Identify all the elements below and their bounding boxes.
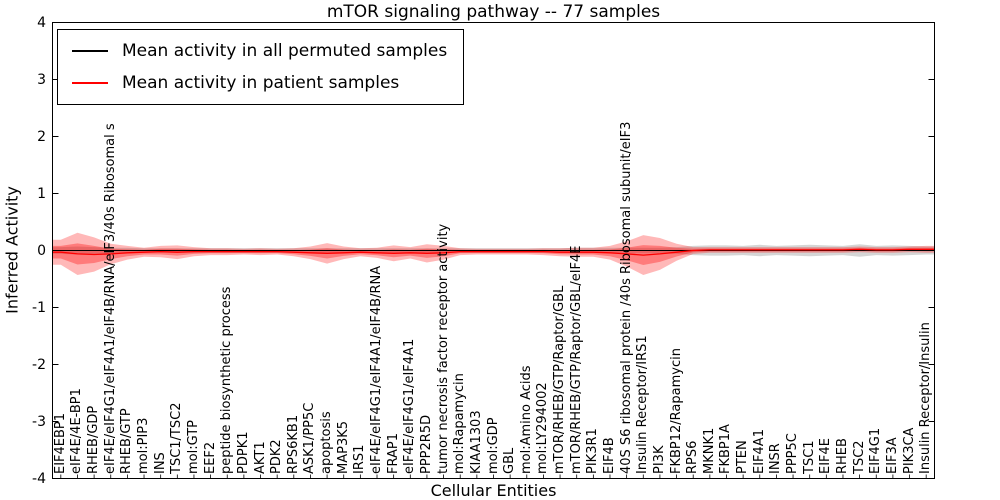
- y-tick-label: -3: [32, 413, 46, 430]
- x-tick-label: GBL: [502, 447, 518, 474]
- x-tick-label: TSC1/TSC2: [169, 402, 185, 474]
- x-tick-label: FKBP1A: [718, 424, 734, 474]
- patient-line-swatch: [72, 82, 108, 84]
- x-axis-label: Cellular Entities: [430, 481, 557, 500]
- x-tick-label: EIF4EBP1: [52, 412, 68, 474]
- x-tick-label: PIK3CA: [901, 427, 917, 474]
- x-tick-label: EIF4B: [601, 437, 617, 474]
- y-tick-label: 3: [37, 71, 46, 88]
- x-tick-label: FRAP1: [385, 433, 401, 474]
- legend-label-patient: Mean activity in patient samples: [122, 73, 400, 93]
- x-tick-label: EIF3A: [884, 437, 900, 474]
- x-tick-label: mol:PIP3: [136, 417, 152, 474]
- x-tick-label: PI3K: [651, 445, 667, 474]
- x-tick-label: PIK3R1: [585, 428, 601, 474]
- x-tick-label: mTOR/RHEB/GTP/Raptor/GBL: [552, 285, 568, 474]
- x-tick-label: EIF4E: [818, 437, 834, 474]
- x-tick-label: 40S S6 ribosomal protein /40s Ribosomal …: [618, 121, 634, 474]
- x-tick-label: TSC1: [801, 440, 817, 474]
- x-tick-label: PPP2R5D: [418, 414, 434, 474]
- x-tick-label: RHEB: [834, 438, 850, 474]
- x-tick-label: IRS1: [352, 444, 368, 474]
- x-tick-label: RHEB/GDP: [86, 405, 102, 474]
- legend-item-permuted: Mean activity in all permuted samples: [66, 35, 447, 67]
- x-tick-label: AKT1: [252, 441, 268, 474]
- y-tick-label: 4: [37, 14, 46, 31]
- x-tick-label: eIF4E/eIF4G1/eIF4A1/eIF4B/RNA/eIF3/40s R…: [102, 123, 118, 474]
- x-tick-label: tumor necrosis factor receptor activity: [435, 223, 451, 474]
- x-tick-label: EIF4A1: [751, 429, 767, 474]
- x-tick-label: EEF2: [202, 441, 218, 474]
- patient-band-inner: [52, 243, 935, 265]
- legend: Mean activity in all permuted samples Me…: [57, 29, 465, 105]
- x-tick-label: PTEN: [735, 440, 751, 474]
- legend-label-permuted: Mean activity in all permuted samples: [122, 41, 448, 61]
- permuted-line-swatch: [72, 50, 108, 52]
- x-tick-label: TSC2: [851, 440, 867, 474]
- x-tick-label: PPP5C: [785, 433, 801, 474]
- x-tick-label: mol:Amino Acids: [518, 365, 534, 474]
- x-tick-label: Insulin Receptor/IRS1: [635, 335, 651, 474]
- x-tick-label: MAP3K5: [335, 420, 351, 474]
- y-tick-label: -1: [32, 299, 46, 316]
- x-tick-label: mol:GTP: [185, 420, 201, 474]
- x-tick-label: EIF4G1: [868, 427, 884, 474]
- x-tick-label: FKBP12/Rapamycin: [668, 348, 684, 474]
- x-tick-label: apoptosis: [319, 411, 335, 474]
- x-tick-label: RPS6: [685, 440, 701, 474]
- x-tick-label: mol:GDP: [485, 417, 501, 474]
- x-tick-label: INSR: [768, 443, 784, 474]
- patient-band-outer: [52, 232, 935, 275]
- x-tick-label: RPS6KB1: [285, 414, 301, 474]
- patient-mean-line: [52, 248, 935, 256]
- x-tick-label: KIAA1303: [468, 410, 484, 474]
- y-tick-label: -2: [32, 356, 46, 373]
- y-tick-label: 0: [37, 242, 46, 259]
- y-tick-label: 2: [37, 128, 46, 145]
- chart-title: mTOR signaling pathway -- 77 samples: [326, 2, 661, 22]
- x-tick-label: eIF4E/eIF4G1/eIF4A1: [402, 338, 418, 474]
- x-tick-label: peptide biosynthetic process: [219, 286, 235, 474]
- x-tick-label: Insulin Receptor/Insulin: [918, 322, 934, 474]
- x-tick-label: ASK1/PP5C: [302, 402, 318, 474]
- x-tick-label: eIF4E/4E-BP1: [69, 388, 85, 474]
- x-tick-label: mol:Rapamycin: [452, 373, 468, 474]
- x-tick-label: PDPK1: [235, 431, 251, 475]
- y-tick-label: 1: [37, 185, 46, 202]
- x-tick-label: PDK2: [269, 439, 285, 474]
- y-tick-label: -4: [32, 470, 46, 487]
- x-tick-label: RHEB/GTP: [119, 408, 135, 474]
- x-tick-label: mTOR/RHEB/GTP/Raptor/GBL/eIF4E: [568, 245, 584, 475]
- x-tick-label: INS: [152, 452, 168, 474]
- x-tick-label: MKNK1: [701, 427, 717, 474]
- x-tick-label: eIF4E/eIF4G1/eIF4A1/eIF4B/RNA: [369, 265, 384, 474]
- legend-item-patient: Mean activity in patient samples: [66, 67, 447, 99]
- x-tick-label: mol:LY294002: [535, 382, 551, 474]
